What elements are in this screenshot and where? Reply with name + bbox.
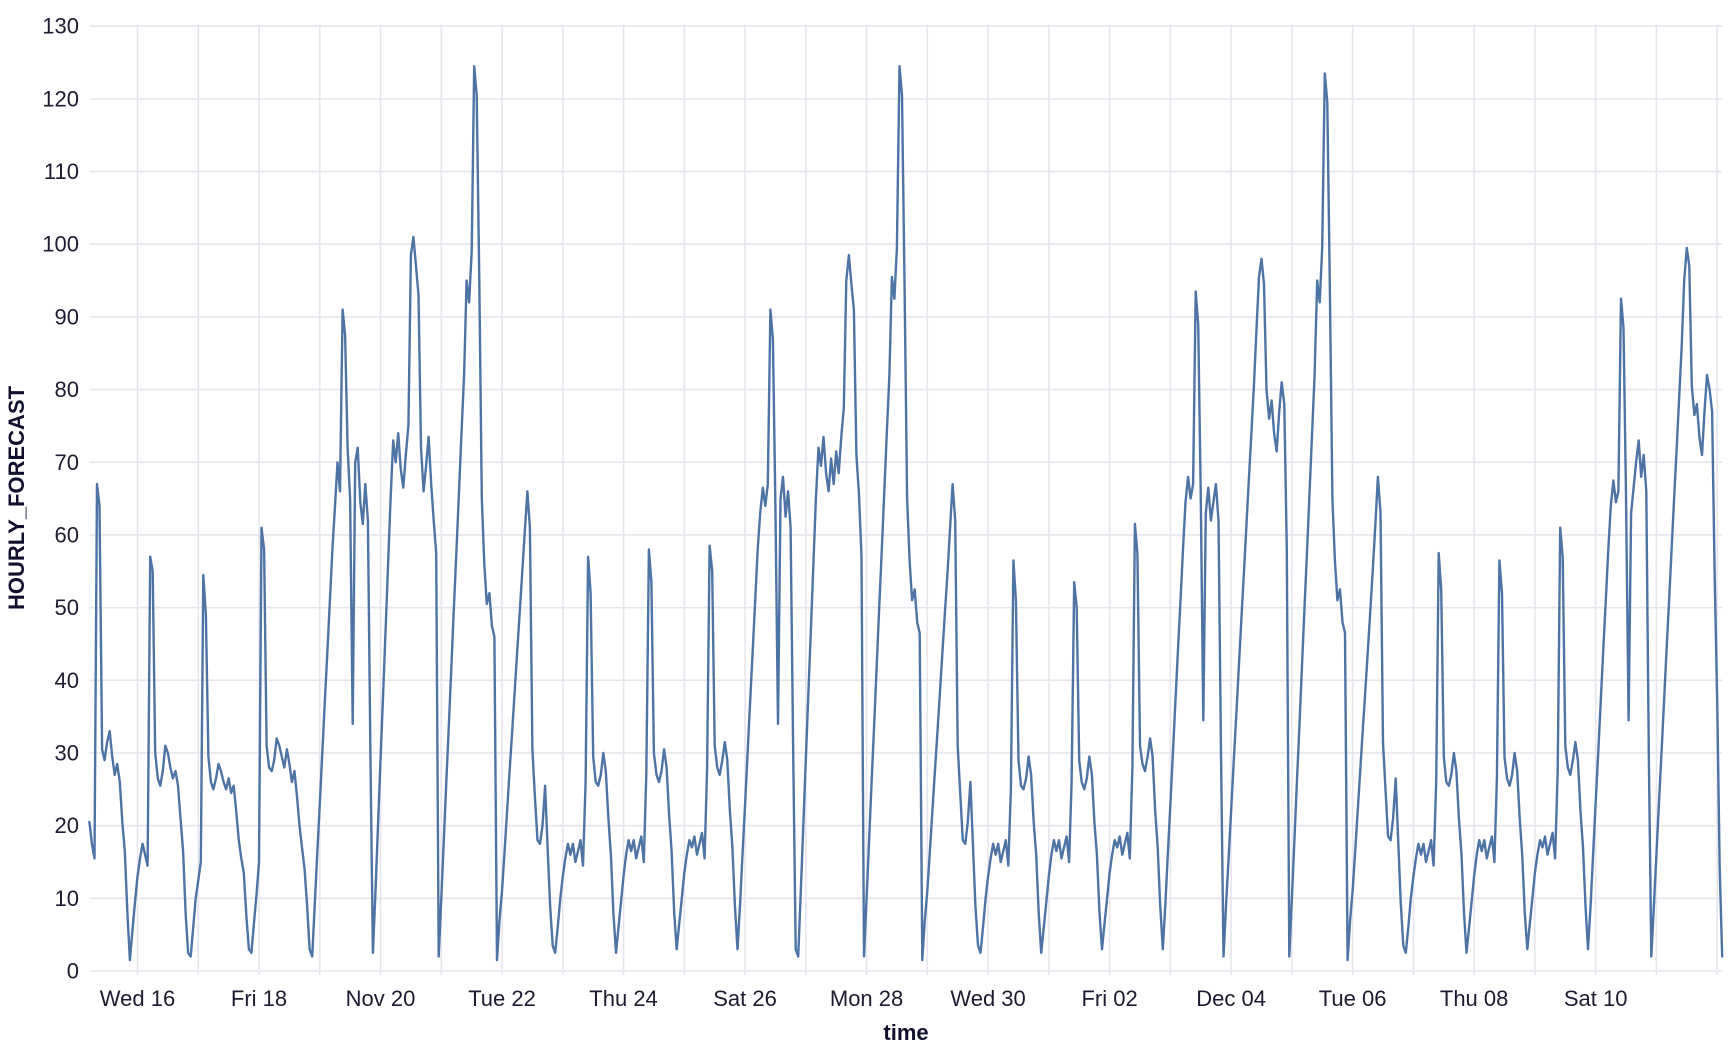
x-tick-label: Tue 22	[468, 986, 536, 1011]
y-tick-label: 30	[55, 740, 79, 765]
forecast-series-line	[88, 64, 1724, 962]
y-tick-label: 90	[55, 304, 79, 329]
x-tick-label: Sat 26	[713, 986, 777, 1011]
x-tick-label: Dec 04	[1196, 986, 1266, 1011]
x-tick-label: Thu 08	[1440, 986, 1509, 1011]
x-tick-label: Mon 28	[830, 986, 903, 1011]
series-group	[88, 64, 1724, 962]
y-tick-label: 100	[42, 232, 79, 257]
y-tick-label: 20	[55, 813, 79, 838]
y-tick-label: 10	[55, 886, 79, 911]
x-tick-label: Fri 02	[1081, 986, 1137, 1011]
y-tick-label: 80	[55, 377, 79, 402]
y-tick-label: 0	[67, 959, 79, 984]
y-axis-title: HOURLY_FORECAST	[4, 385, 29, 610]
x-tick-label: Wed 30	[950, 986, 1025, 1011]
x-tick-label: Sat 10	[1564, 986, 1628, 1011]
y-tick-label: 70	[55, 450, 79, 475]
y-tick-label: 40	[55, 668, 79, 693]
x-tick-label: Tue 06	[1319, 986, 1387, 1011]
y-tick-label: 50	[55, 595, 79, 620]
x-tick-label: Wed 16	[100, 986, 175, 1011]
y-axis-tick-labels: 0 10 20 30 40 50 60 70 80 90 100 110 120 130	[42, 14, 79, 984]
y-tick-label: 60	[55, 522, 79, 547]
y-tick-label: 120	[42, 86, 79, 111]
x-tick-label: Fri 18	[231, 986, 287, 1011]
x-axis-title: time	[883, 1020, 928, 1045]
y-tick-label: 110	[44, 159, 79, 184]
x-tick-label: Nov 20	[346, 986, 416, 1011]
x-axis-tick-labels: Wed 16 Fri 18 Nov 20 Tue 22 Thu 24 Sat 26 Mon …	[100, 986, 1628, 1011]
y-tick-label: 130	[42, 14, 79, 39]
x-tick-label: Thu 24	[589, 986, 658, 1011]
